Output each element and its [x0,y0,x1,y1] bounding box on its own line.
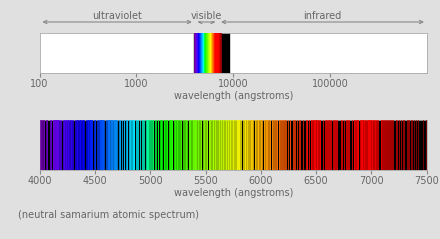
X-axis label: wavelength (angstroms): wavelength (angstroms) [173,91,293,101]
Text: infrared: infrared [303,11,341,21]
Text: ultraviolet: ultraviolet [92,11,142,21]
Bar [194,33,229,73]
Text: visible: visible [191,11,222,21]
Text: (neutral samarium atomic spectrum): (neutral samarium atomic spectrum) [18,210,198,220]
X-axis label: wavelength (angstroms): wavelength (angstroms) [173,188,293,198]
